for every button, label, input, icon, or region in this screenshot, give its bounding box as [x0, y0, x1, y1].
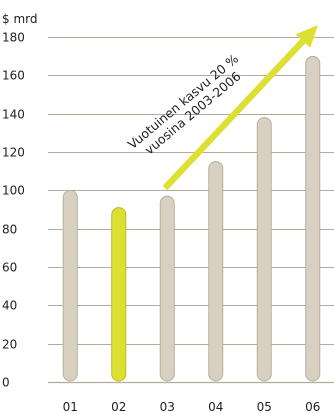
y-tick-label: 100 — [2, 184, 25, 198]
y-tick-label: 180 — [2, 31, 25, 45]
y-tick-label: 80 — [2, 223, 17, 237]
y-axis-unit-label: $ mrd — [2, 12, 37, 26]
x-axis-tick-labels: 01 02 03 04 05 06 — [63, 400, 321, 414]
y-axis-tick-labels: 0 20 40 60 80 100 120 140 160 180 — [2, 31, 25, 390]
y-tick-label: 20 — [2, 338, 17, 352]
bars — [62, 55, 321, 382]
y-tick-label: 160 — [2, 69, 25, 83]
bar-06 — [305, 55, 321, 382]
x-tick-label: 02 — [111, 400, 126, 414]
y-tick-label: 40 — [2, 299, 17, 313]
bar-01 — [62, 189, 78, 382]
annotation-line-1: Vuotuinen kasvu 20 % — [125, 51, 241, 152]
y-tick-label: 0 — [2, 376, 10, 390]
bar-03 — [159, 195, 175, 382]
x-tick-label: 03 — [160, 400, 175, 414]
x-tick-label: 05 — [257, 400, 272, 414]
growth-arrow-icon — [162, 25, 318, 191]
gridlines — [48, 37, 334, 384]
x-tick-label: 06 — [305, 400, 320, 414]
x-tick-label: 01 — [63, 400, 78, 414]
bar-05 — [256, 117, 272, 382]
y-tick-label: 60 — [2, 261, 17, 275]
bar-02 — [111, 207, 127, 382]
x-tick-label: 04 — [208, 400, 223, 414]
y-tick-label: 120 — [2, 146, 25, 160]
y-tick-label: 140 — [2, 108, 25, 122]
bar-04 — [208, 161, 224, 382]
